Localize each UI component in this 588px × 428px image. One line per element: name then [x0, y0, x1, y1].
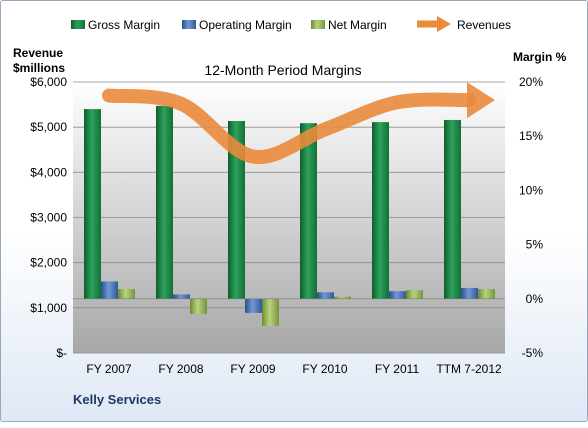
bar-net-margin-fy-2009 [262, 298, 279, 326]
revenue-trend-line [102, 88, 476, 165]
right-tick-labels: -5% 0% 5% 10% 15% 20% [519, 75, 543, 360]
left-tick-labels: $- $1,000 $2,000 $3,000 $4,000 $5,000 $6,000 [30, 75, 67, 360]
legend-net-margin-swatch [311, 20, 325, 29]
left-axis-label-line-1: Revenue [13, 46, 63, 60]
right-tick-label: 0% [526, 292, 544, 306]
category-label: FY 2009 [230, 362, 275, 376]
category-label: FY 2010 [302, 362, 347, 376]
left-tick-label: $3,000 [30, 211, 67, 225]
left-tick-label: $2,000 [30, 256, 67, 270]
category-tick-labels: FY 2007 FY 2008 FY 2009 FY 2010 FY 2011 TTM 7… [86, 362, 502, 376]
bar-gross-margin-fy-2010 [300, 123, 317, 299]
bar-operating-margin-fy-2010 [317, 292, 334, 299]
category-label: FY 2007 [86, 362, 131, 376]
bar-operating-margin-fy-2007 [101, 281, 118, 299]
bar-net-margin-fy-2010 [334, 296, 351, 299]
right-axis-label: Margin % [513, 50, 567, 64]
legend-net-margin-label: Net Margin [328, 18, 387, 32]
right-tick-label: 15% [519, 129, 543, 143]
bar-gross-margin-fy-2009 [228, 121, 245, 299]
bar-operating-margin-ttm-7-2012 [461, 287, 478, 299]
left-tick-label: $- [56, 346, 67, 360]
bar-gross-margin-fy-2011 [372, 122, 389, 299]
revenue-point-ttm-7-2012 [468, 99, 470, 102]
right-tick-label: 10% [519, 183, 543, 197]
category-label: FY 2008 [158, 362, 203, 376]
legend: Gross Margin Operating Margin Net Margin… [71, 16, 511, 32]
bar-net-margin-fy-2007 [118, 289, 135, 299]
legend-revenues-arrowhead [437, 16, 451, 32]
chart-title: 12-Month Period Margins [204, 62, 361, 78]
left-axis-label-line-2: $millions [13, 61, 65, 75]
revenue-point-fy-2011 [396, 101, 398, 104]
bar-net-margin-fy-2011 [406, 290, 423, 299]
legend-gross-margin-swatch [71, 20, 85, 29]
left-tick-label: $1,000 [30, 301, 67, 315]
category-label: FY 2011 [375, 362, 420, 376]
bar-operating-margin-fy-2011 [389, 291, 406, 299]
company-name: Kelly Services [73, 392, 161, 407]
bar-gross-margin-ttm-7-2012 [444, 119, 461, 299]
bar-net-margin-ttm-7-2012 [478, 289, 495, 299]
left-tick-label: $6,000 [30, 75, 67, 89]
legend-operating-margin-swatch [182, 20, 196, 29]
revenue-point-fy-2010 [324, 128, 326, 131]
revenue-point-fy-2009 [252, 155, 254, 158]
category-label: TTM 7-2012 [436, 362, 502, 376]
legend-revenues-label: Revenues [457, 18, 511, 32]
bar-operating-margin-fy-2008 [173, 294, 190, 299]
bar-net-margin-fy-2008 [190, 298, 207, 314]
gridlines [73, 81, 505, 354]
bars-layer [73, 105, 505, 326]
right-tick-label: 5% [526, 238, 544, 252]
bar-gross-margin-fy-2008 [156, 105, 173, 299]
revenue-point-fy-2008 [180, 102, 182, 105]
revenue-point-fy-2007 [108, 94, 110, 97]
right-tick-label: -5% [522, 346, 544, 360]
bar-operating-margin-fy-2009 [245, 298, 262, 313]
legend-gross-margin-label: Gross Margin [88, 18, 160, 32]
revenue-trend-layer [102, 82, 495, 165]
left-tick-label: $5,000 [30, 120, 67, 134]
left-tick-label: $4,000 [30, 165, 67, 179]
bar-gross-margin-fy-2007 [84, 109, 101, 299]
revenue-arrowhead [467, 82, 495, 119]
legend-operating-margin-label: Operating Margin [199, 18, 292, 32]
right-tick-label: 20% [519, 75, 543, 89]
